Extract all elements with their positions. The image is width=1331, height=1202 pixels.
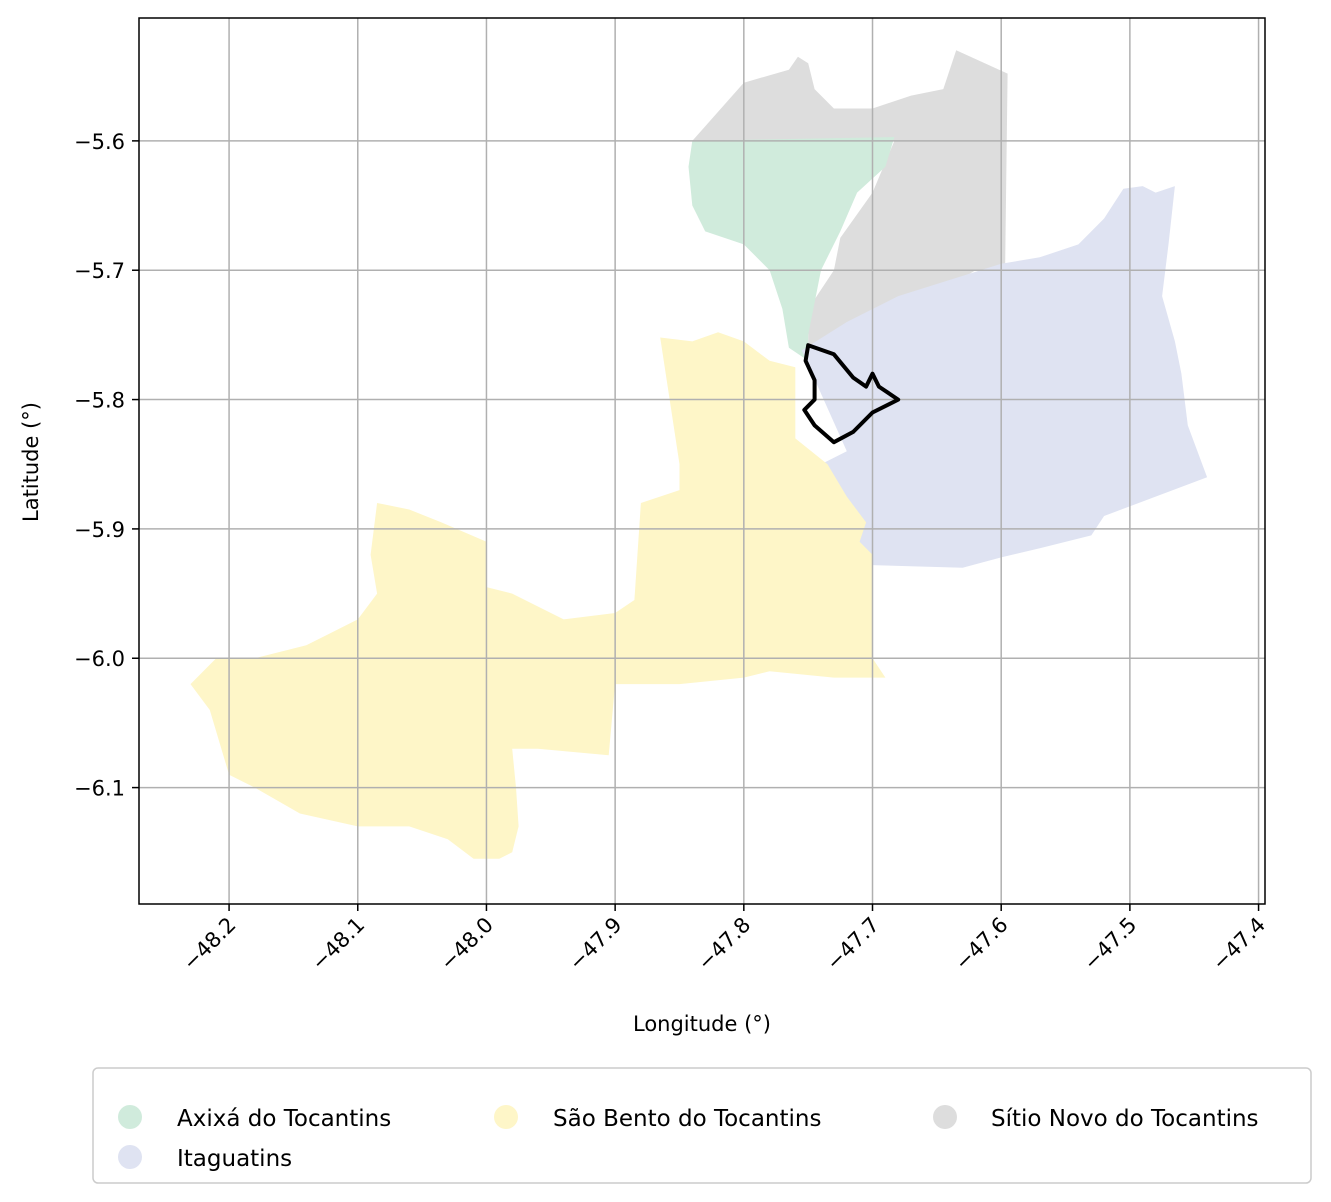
x-tick-label: −47.4 bbox=[1208, 913, 1270, 975]
y-tick-label: −6.0 bbox=[74, 647, 125, 671]
legend-marker-axixa bbox=[118, 1105, 142, 1129]
x-tick-label: −47.7 bbox=[822, 913, 884, 975]
legend-entry-itaguatins: Itaguatins bbox=[118, 1145, 292, 1172]
x-axis-ticks: −48.2 −48.1 −48.0 −47.9 −47.8 −47.7 −47.6 −47.5… bbox=[178, 904, 1270, 975]
x-tick-label: −48.2 bbox=[178, 913, 240, 975]
map-plot-area bbox=[138, 17, 1266, 905]
legend-label-axixa: Axixá do Tocantins bbox=[177, 1106, 391, 1132]
legend-label-sao-bento: São Bento do Tocantins bbox=[553, 1106, 821, 1132]
legend-marker-itaguatins bbox=[118, 1145, 142, 1169]
x-tick-label: −48.1 bbox=[307, 913, 369, 975]
highlight-outline-layer bbox=[802, 343, 901, 445]
legend-label-sitio-novo: Sítio Novo do Tocantins bbox=[991, 1106, 1259, 1132]
y-axis-title: Latitude (°) bbox=[19, 402, 43, 522]
map-regions bbox=[190, 50, 1208, 859]
legend-entry-sitio-novo: Sítio Novo do Tocantins bbox=[933, 1105, 1259, 1132]
y-axis-ticks: −5.6 −5.7 −5.8 −5.9 −6.0 −6.1 bbox=[74, 130, 139, 801]
x-tick-label: −47.8 bbox=[693, 913, 755, 975]
region-sitio-novo-do-tocantins bbox=[692, 50, 1008, 351]
axes-frame bbox=[138, 17, 1266, 905]
x-axis-title: Longitude (°) bbox=[633, 1012, 771, 1036]
highlight-outline bbox=[802, 343, 901, 445]
y-tick-label: −5.9 bbox=[74, 518, 125, 542]
legend-marker-sitio-novo bbox=[933, 1105, 957, 1129]
legend-box bbox=[92, 1067, 1312, 1184]
legend-entry-axixa: Axixá do Tocantins bbox=[118, 1105, 391, 1132]
legend-label-itaguatins: Itaguatins bbox=[177, 1146, 292, 1172]
x-tick-label: −47.6 bbox=[950, 913, 1012, 975]
legend-entry-sao-bento: São Bento do Tocantins bbox=[494, 1105, 821, 1132]
region-sao-bento-do-tocantins bbox=[190, 332, 886, 859]
x-tick-label: −47.5 bbox=[1079, 913, 1141, 975]
region-axixa-do-tocantins bbox=[688, 137, 895, 361]
grid-lines bbox=[139, 18, 1265, 904]
x-tick-label: −48.0 bbox=[436, 913, 498, 975]
y-tick-label: −5.6 bbox=[74, 130, 125, 154]
y-tick-label: −5.8 bbox=[74, 389, 125, 413]
y-tick-label: −6.1 bbox=[74, 777, 125, 801]
legend-marker-sao-bento bbox=[494, 1105, 518, 1129]
y-tick-label: −5.7 bbox=[74, 259, 125, 283]
legend: Axixá do Tocantins Itaguatins São Bento … bbox=[92, 1067, 1312, 1184]
x-tick-label: −47.9 bbox=[564, 913, 626, 975]
